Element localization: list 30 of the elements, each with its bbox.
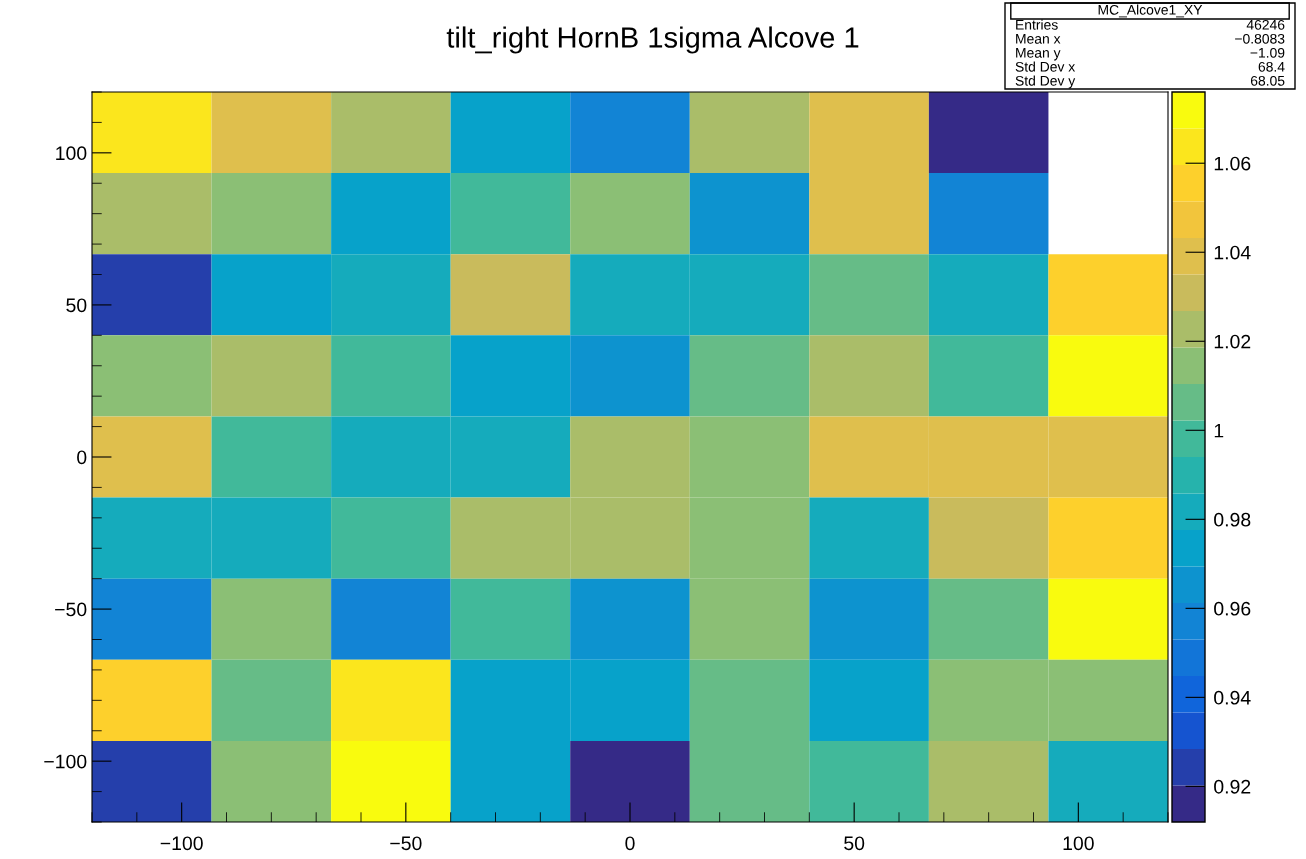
text: −1.09: [1250, 47, 1285, 58]
color-bar-label: 0.94: [1214, 690, 1251, 705]
chart-title: tilt_right HornB 1sigma Alcove 1: [446, 26, 859, 54]
x-tick-label: 0: [625, 836, 635, 851]
y-tick-label: −100: [44, 754, 87, 769]
x-tick-label: 50: [844, 836, 865, 851]
y-tick-label: 50: [66, 298, 87, 313]
text: 68.05: [1250, 75, 1285, 86]
x-tick-label: −100: [160, 836, 203, 851]
color-bar-label: 0.92: [1214, 779, 1251, 794]
color-bar-label: 1.02: [1214, 334, 1251, 349]
text: Std Dev x: [1015, 61, 1076, 72]
text: 68.4: [1258, 61, 1285, 72]
color-bar-label: 0.98: [1214, 512, 1251, 527]
text: Mean y: [1016, 48, 1061, 61]
color-bar-label: 1: [1214, 423, 1224, 438]
text: MC_Alcove1_XY: [1098, 4, 1203, 18]
text: 46246: [1246, 19, 1285, 30]
y-tick-label: 100: [56, 146, 87, 161]
x-tick-label: 100: [1063, 836, 1094, 851]
y-tick-label: 0: [77, 450, 87, 465]
text: −0.8083: [1235, 33, 1285, 44]
color-bar-label: 1.04: [1214, 245, 1251, 260]
y-tick-label: −50: [55, 602, 87, 617]
text: Mean x: [1016, 34, 1061, 44]
color-bar-label: 1.06: [1214, 156, 1251, 171]
text: Std Dev y: [1015, 75, 1076, 89]
text: Entries: [1016, 19, 1058, 30]
color-bar-label: 0.96: [1214, 601, 1251, 616]
x-tick-label: −50: [390, 836, 422, 851]
